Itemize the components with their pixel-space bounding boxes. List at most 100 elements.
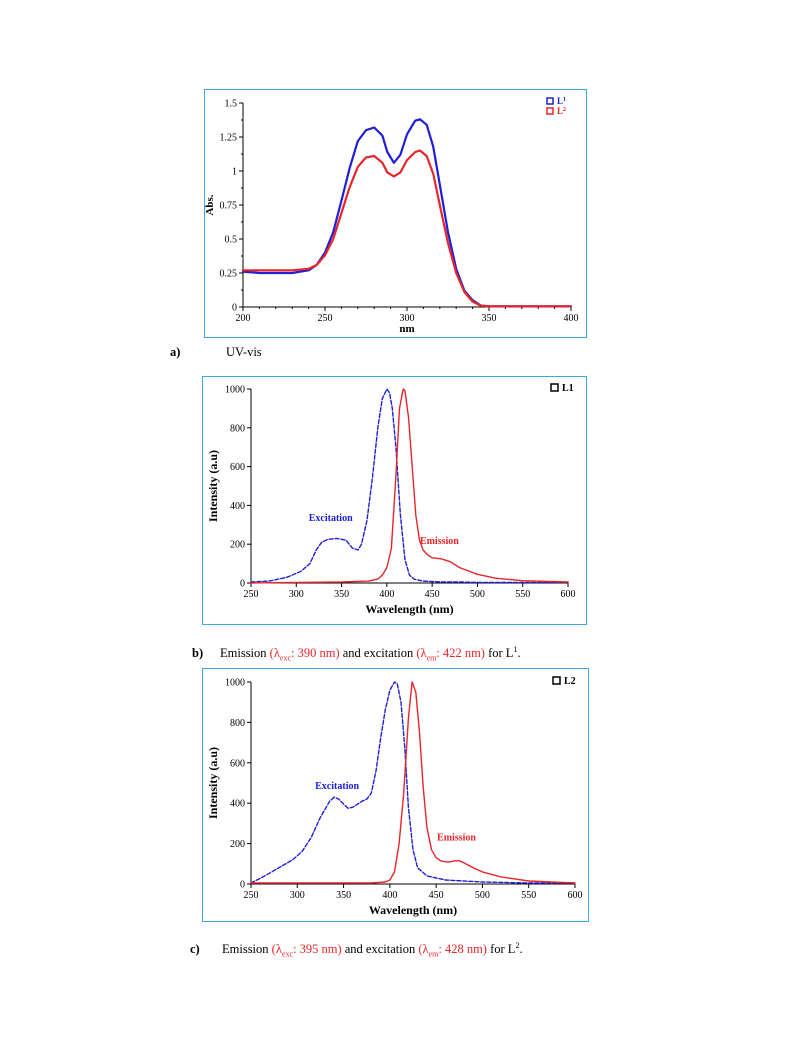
x-tick-label: 450: [429, 890, 444, 901]
x-axis-label: nm: [399, 323, 414, 335]
legend-label: L2: [557, 106, 566, 116]
caption-text-3: for L: [484, 646, 514, 661]
caption-sup: 1: [513, 645, 518, 654]
x-tick-label: 450: [425, 589, 440, 600]
x-tick-label: 600: [561, 589, 576, 600]
x-tick-label: 400: [379, 589, 394, 600]
caption-em-wavelength: (λem: 428 nm): [418, 942, 487, 959]
caption-lambda: (λ: [269, 646, 280, 661]
caption-exc-wavelength: (λexc: 395 nm): [271, 942, 342, 959]
annotation-excitation: Excitation: [315, 781, 359, 792]
uvvis-chart: 0 0.25 0.5 0.75 1 1.25 1.5 200 250 300 350 400 nm Abs…: [205, 96, 579, 335]
y-tick-label: 0.25: [220, 269, 238, 280]
caption-lambda: (λ: [418, 942, 429, 957]
y-tick-label: 0.5: [225, 235, 238, 246]
series-line-l1: [241, 118, 573, 308]
y-tick-label: 0.75: [220, 201, 238, 212]
caption-text-2: and excitation: [341, 942, 419, 957]
y-tick-label: 800: [230, 718, 245, 729]
caption-text-2: and excitation: [339, 646, 417, 661]
y-tick-label: 600: [230, 462, 245, 473]
legend-label: L1: [557, 96, 566, 106]
legend-label-sup: 2: [563, 107, 566, 113]
x-tick-label: 500: [475, 890, 490, 901]
legend-label-sup: 1: [563, 97, 566, 103]
caption-exc-wavelength: (λexc: 390 nm): [269, 646, 340, 663]
legend-marker: [546, 97, 554, 105]
legend-marker: [546, 107, 554, 115]
caption-exc-value: : 390 nm): [291, 646, 340, 661]
series-line-excitation: [250, 681, 576, 884]
y-tick-label: 0: [232, 303, 237, 314]
caption-lambda-sub: em: [428, 949, 439, 959]
legend-marker: [552, 676, 561, 685]
caption-text-4: .: [517, 646, 521, 661]
y-tick-label: 0: [240, 579, 245, 590]
series-line-emission: [250, 388, 569, 584]
legend-label: L1: [562, 383, 574, 394]
caption-lambda: (λ: [416, 646, 427, 661]
annotation-excitation: Excitation: [309, 513, 353, 524]
x-tick-label: 200: [236, 313, 251, 324]
caption-exc-value: : 395 nm): [293, 942, 342, 957]
x-tick-label: 250: [244, 589, 259, 600]
caption-em-wavelength: (λem: 422 nm): [416, 646, 485, 663]
series-line-excitation: [250, 388, 569, 584]
caption-em-value: : 428 nm): [438, 942, 487, 957]
chart-panel-l2: 0 200 400 600 800 1000 250 300 350 400 450 500 550 60…: [202, 668, 589, 922]
x-tick-label: 300: [289, 589, 304, 600]
caption-b: b) Emission (λexc: 390 nm) and excitation…: [192, 645, 521, 663]
x-tick-label: 250: [318, 313, 333, 324]
fluorescence-chart-l2: 0 200 400 600 800 1000 250 300 350 400 450 500 550 60…: [206, 676, 583, 917]
x-axis-label: Wavelength (nm): [365, 602, 453, 616]
x-tick-label: 300: [290, 890, 305, 901]
legend-label-base: L: [557, 106, 563, 116]
y-axis-label: Intensity (a.u): [206, 747, 220, 819]
x-axis-label: Wavelength (nm): [369, 903, 457, 917]
caption-lambda-sub: exc: [281, 949, 294, 959]
chart-panel-uvvis: 0 0.25 0.5 0.75 1 1.25 1.5 200 250 300 350 400 nm Abs…: [204, 89, 587, 338]
caption-text-4: .: [519, 942, 523, 957]
caption-lambda-sub: em: [426, 653, 437, 663]
y-axis-label: Intensity (a.u): [206, 450, 220, 522]
y-tick-label: 600: [230, 758, 245, 769]
caption-label: c): [190, 942, 200, 957]
x-tick-label: 550: [521, 890, 536, 901]
y-tick-label: 400: [230, 799, 245, 810]
x-tick-label: 500: [470, 589, 485, 600]
caption-c: c) Emission (λexc: 395 nm) and excitation…: [190, 941, 523, 959]
x-tick-label: 350: [482, 313, 497, 324]
annotation-emission: Emission: [420, 536, 459, 547]
series-line-emission: [250, 681, 576, 884]
caption-text: UV-vis: [226, 345, 262, 359]
x-tick-label: 300: [400, 313, 415, 324]
x-tick-label: 400: [564, 313, 579, 324]
y-tick-label: 1: [232, 167, 237, 178]
chart-panel-l1: 0 200 400 600 800 1000 250 300 350 400 450 500 550 60…: [202, 376, 587, 625]
legend-marker: [550, 383, 559, 392]
legend-label: L2: [564, 676, 576, 687]
caption-lambda-sub: exc: [279, 653, 292, 663]
y-tick-label: 1.5: [225, 99, 238, 110]
y-tick-label: 1000: [225, 678, 245, 689]
x-tick-label: 250: [244, 890, 259, 901]
caption-a: a) UV-vis: [170, 345, 262, 360]
caption-lambda: (λ: [271, 942, 282, 957]
caption-text-3: for L: [486, 942, 516, 957]
y-tick-label: 800: [230, 423, 245, 434]
y-tick-label: 400: [230, 501, 245, 512]
x-tick-label: 400: [382, 890, 397, 901]
caption-em-value: : 422 nm): [436, 646, 485, 661]
y-tick-label: 1000: [225, 385, 245, 396]
y-tick-label: 200: [230, 540, 245, 551]
legend-label-base: L: [557, 96, 563, 106]
y-tick-label: 200: [230, 839, 245, 850]
y-tick-label: 1.25: [220, 133, 238, 144]
series-line-l2: [241, 149, 573, 308]
fluorescence-chart-l1: 0 200 400 600 800 1000 250 300 350 400 450 500 550 60…: [206, 383, 576, 616]
x-tick-label: 350: [334, 589, 349, 600]
y-tick-label: 0: [240, 880, 245, 891]
caption-text-1: Emission: [222, 942, 272, 957]
x-tick-label: 600: [568, 890, 583, 901]
caption-label: b): [192, 646, 204, 661]
